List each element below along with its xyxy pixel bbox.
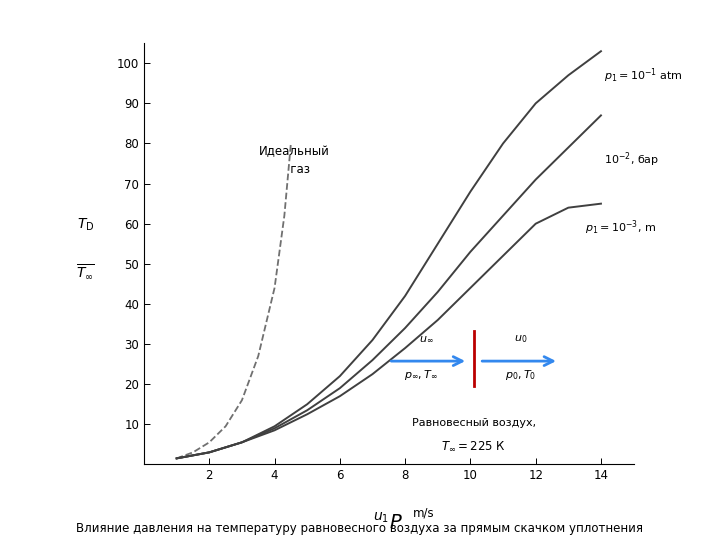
Text: $p_1 = 10^{-3}$, m: $p_1 = 10^{-3}$, m	[585, 219, 656, 237]
Text: $u_{\infty}$: $u_{\infty}$	[419, 334, 433, 344]
Text: $T_{\mathrm{D}}$: $T_{\mathrm{D}}$	[76, 217, 94, 233]
Text: $T_{\infty} = 225$ К: $T_{\infty} = 225$ К	[441, 440, 506, 453]
Text: $10^{-2}$, бар: $10^{-2}$, бар	[604, 150, 660, 169]
Text: $p_1 = 10^{-1}$ atm: $p_1 = 10^{-1}$ atm	[604, 66, 683, 85]
Text: Влияние давления на температуру равновесного воздуха за прямым скачком уплотнени: Влияние давления на температуру равновес…	[76, 522, 644, 535]
Text: $u_0$: $u_0$	[514, 333, 528, 345]
Text: $\overline{T_{\infty}}$: $\overline{T_{\infty}}$	[76, 262, 95, 281]
Text: $u_1$: $u_1$	[373, 511, 389, 525]
Text: m/s: m/s	[413, 507, 435, 519]
Text: $\mathit{P}$: $\mathit{P}$	[389, 513, 402, 532]
Text: $p_{\infty}, T_{\infty}$: $p_{\infty}, T_{\infty}$	[404, 368, 438, 382]
Text: Идеальный
   газ: Идеальный газ	[258, 146, 330, 176]
Text: Равновесный воздух,: Равновесный воздух,	[412, 418, 536, 428]
Text: $p_0, T_0$: $p_0, T_0$	[505, 368, 536, 382]
